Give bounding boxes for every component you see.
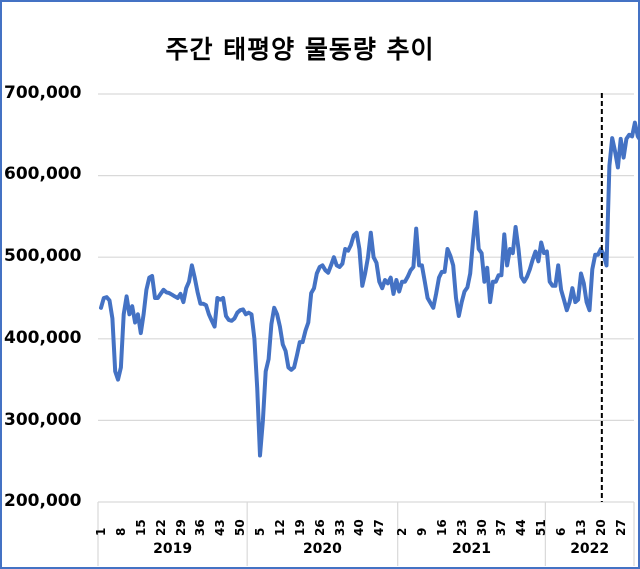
- x-tick-label: 40: [352, 519, 367, 536]
- x-tick-label: 43: [213, 519, 228, 536]
- x-tick-label: 12: [272, 519, 287, 536]
- x-tick-label: 47: [372, 519, 387, 536]
- x-tick-label: 13: [573, 519, 588, 536]
- x-tick-label: 6: [554, 527, 569, 536]
- x-tick-label: 2: [395, 527, 410, 536]
- y-tick-label: 200,000: [4, 491, 82, 511]
- x-tick-label: 19: [292, 519, 307, 536]
- x-tick-label: 9: [414, 527, 429, 536]
- x-tick-label: 30: [474, 519, 489, 536]
- x-tick-label: 29: [173, 519, 188, 536]
- x-tick-label: 50: [233, 519, 248, 536]
- x-tick-label: 22: [153, 519, 168, 536]
- y-tick-label: 700,000: [4, 83, 82, 103]
- y-tick-label: 600,000: [4, 164, 82, 184]
- y-tick-label: 400,000: [4, 328, 82, 348]
- y-tick-label: 300,000: [4, 410, 82, 430]
- x-axis-frame: [97, 501, 635, 566]
- gridlines: [98, 93, 634, 421]
- x-tick-label: 51: [534, 519, 549, 536]
- chart-title: 주간 태평양 물동량 추이: [165, 35, 435, 64]
- x-tick-label: 44: [514, 519, 529, 536]
- x-tick-label: 8: [113, 527, 128, 536]
- x-tick-label: 36: [193, 519, 208, 536]
- x-tick-label: 37: [494, 519, 509, 536]
- year-label: 2019: [153, 541, 193, 557]
- x-tick-label: 33: [332, 519, 347, 536]
- x-tick-label: 1: [94, 527, 108, 536]
- x-tick-label: 15: [133, 519, 148, 536]
- year-label: 2021: [452, 541, 491, 557]
- x-tick-label: 5: [253, 527, 268, 536]
- year-label: 2022: [570, 541, 610, 557]
- year-label: 2020: [302, 541, 342, 557]
- x-tick-label: 23: [454, 519, 469, 536]
- y-tick-label: 500,000: [4, 246, 82, 266]
- x-tick-label: 16: [434, 519, 449, 536]
- data-line: [99, 120, 640, 458]
- x-tick-label: 26: [312, 519, 327, 536]
- x-tick-label: 27: [613, 519, 628, 536]
- x-tick-label: 20: [593, 519, 608, 536]
